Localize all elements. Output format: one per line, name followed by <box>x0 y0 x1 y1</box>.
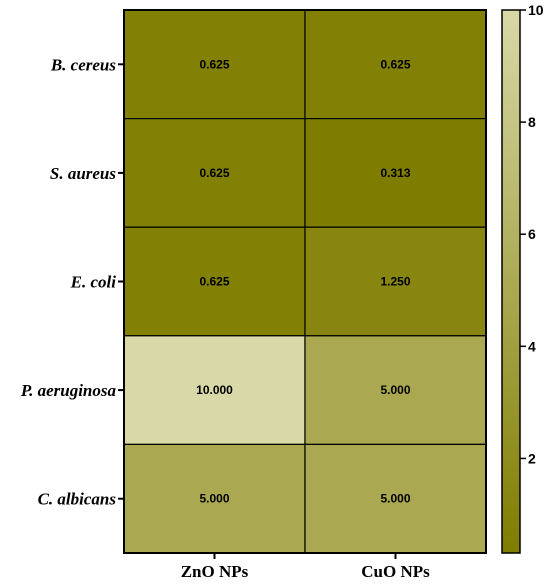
heatmap-plot-area: 0.625 0.625 0.625 0.313 0.625 1.250 10.000 5.00… <box>20 9 487 581</box>
y-tick-label: P. aeruginosa <box>20 381 117 400</box>
cell-value-label: 1.250 <box>380 275 410 289</box>
cell-value-label: 0.625 <box>380 57 410 71</box>
y-tick-label: C. albicans <box>38 490 117 509</box>
x-tick-label: CuO NPs <box>361 562 430 581</box>
cell-value-label: 5.000 <box>380 492 410 506</box>
cell-value-label: 5.000 <box>199 492 229 506</box>
colorbar: 2 4 6 8 10 <box>501 2 544 554</box>
cell-value-label: 0.625 <box>199 275 229 289</box>
heatmap-cell <box>123 9 306 120</box>
heatmap-cell <box>304 335 487 445</box>
x-tick-label: ZnO NPs <box>181 562 249 581</box>
y-tick-label: E. coli <box>70 273 117 292</box>
cell-value-label: 5.000 <box>380 383 410 397</box>
cell-value-label: 0.625 <box>199 166 229 180</box>
y-tick-label: B. cereus <box>50 55 117 74</box>
colorbar-gradient <box>501 9 521 554</box>
heatmap-cell <box>304 9 487 120</box>
heatmap-cell <box>123 226 306 337</box>
cell-value-label: 10.000 <box>196 383 233 397</box>
heatmap-cell <box>304 443 487 554</box>
cell-value-label: 0.625 <box>199 57 229 71</box>
colorbar-tick-label: 2 <box>528 450 536 466</box>
colorbar-tick-label: 8 <box>528 114 536 130</box>
colorbar-tick-label: 10 <box>528 2 544 18</box>
cell-value-label: 0.313 <box>380 166 410 180</box>
colorbar-tick-label: 6 <box>528 226 536 242</box>
heatmap-cell <box>123 117 306 228</box>
colorbar-tick-label: 4 <box>528 338 536 354</box>
heatmap-cell <box>304 117 487 228</box>
y-tick-label: S. aureus <box>50 164 117 183</box>
heatmap-cell <box>304 226 487 337</box>
